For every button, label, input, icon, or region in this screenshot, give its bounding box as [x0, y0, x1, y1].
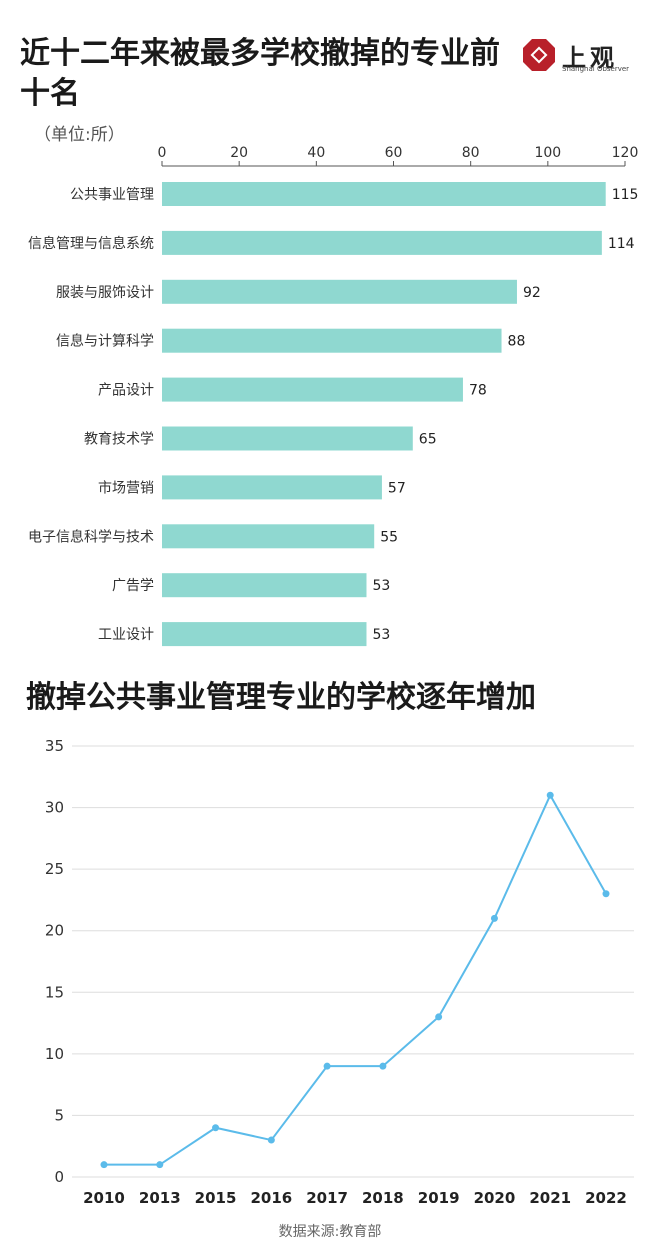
- bar-category-label: 信息与计算科学: [56, 333, 154, 350]
- x-tick-label: 2018: [362, 1189, 404, 1207]
- logo-text-en: Shanghai Observer: [562, 65, 630, 73]
- bar-value-label: 92: [523, 285, 541, 301]
- bar-category-label: 广告学: [112, 578, 154, 594]
- bar-value-label: 53: [372, 578, 390, 594]
- y-tick-label: 5: [54, 1106, 64, 1124]
- y-tick-label: 15: [45, 983, 64, 1001]
- bar: [162, 426, 413, 451]
- data-source: 数据来源:教育部: [278, 1224, 382, 1240]
- bar-category-label: 产品设计: [98, 383, 154, 399]
- data-point: [156, 1161, 164, 1169]
- bar-chart-title: 近十二年来被最多学校撤掉的专业前十名: [20, 36, 500, 111]
- x-tick-label: 20: [230, 145, 248, 161]
- bar-chart-unit: （单位:所）: [34, 125, 125, 145]
- bar: [162, 377, 463, 402]
- x-tick-label: 60: [385, 145, 403, 161]
- x-tick-label: 120: [612, 145, 639, 161]
- x-tick-label: 2010: [83, 1189, 125, 1207]
- bar: [162, 182, 606, 206]
- y-tick-label: 10: [45, 1045, 64, 1063]
- bar-category-label: 信息管理与信息系统: [28, 235, 154, 252]
- bar-value-label: 78: [469, 383, 487, 399]
- data-point: [435, 1013, 443, 1021]
- logo-mark-icon: [523, 39, 555, 71]
- x-tick-label: 40: [307, 145, 325, 161]
- bar-value-label: 55: [380, 529, 398, 545]
- x-tick-label: 100: [534, 145, 561, 161]
- x-tick-label: 2015: [195, 1189, 237, 1207]
- bar: [162, 230, 602, 255]
- x-tick-label: 2022: [585, 1189, 627, 1207]
- bar-category-label: 服装与服饰设计: [56, 285, 154, 301]
- x-tick-label: 2019: [418, 1189, 460, 1207]
- data-point: [602, 890, 610, 898]
- bar-value-label: 53: [372, 627, 390, 643]
- x-tick-label: 2016: [250, 1189, 292, 1207]
- bar-category-label: 工业设计: [98, 627, 154, 643]
- x-tick-label: 80: [462, 145, 480, 161]
- bar-value-label: 65: [419, 432, 437, 448]
- bar: [162, 524, 375, 549]
- data-point: [379, 1062, 387, 1070]
- bar-category-label: 电子信息科学与技术: [28, 528, 154, 545]
- bar-value-label: 114: [608, 236, 635, 252]
- bar-value-label: 115: [612, 187, 639, 203]
- x-tick-label: 2021: [529, 1189, 571, 1207]
- bar-value-label: 57: [388, 480, 406, 496]
- y-tick-label: 0: [54, 1168, 64, 1186]
- data-point: [323, 1062, 331, 1070]
- x-tick-label: 2013: [139, 1189, 181, 1207]
- bar: [162, 328, 502, 353]
- brand-logo: 上观 Shanghai Observer: [522, 38, 632, 78]
- bar: [162, 279, 517, 304]
- bar-category-label: 公共事业管理: [70, 187, 154, 203]
- logo-text-cn: 上观: [562, 43, 618, 72]
- y-tick-label: 35: [45, 737, 64, 755]
- bar-value-label: 88: [508, 334, 526, 350]
- x-tick-label: 2020: [474, 1189, 516, 1207]
- line-chart-title: 撤掉公共事业管理专业的学校逐年增加: [26, 680, 536, 715]
- y-tick-label: 30: [45, 799, 64, 817]
- data-point: [100, 1161, 108, 1169]
- bar-category-label: 市场营销: [98, 479, 154, 496]
- data-point: [490, 914, 498, 922]
- y-tick-label: 25: [45, 860, 64, 878]
- bar: [162, 573, 367, 598]
- bar: [162, 475, 382, 500]
- data-point: [267, 1136, 275, 1144]
- data-point: [212, 1124, 220, 1132]
- series-line: [104, 793, 607, 1166]
- y-tick-label: 20: [45, 922, 64, 940]
- data-point: [546, 791, 554, 799]
- x-tick-label: 2017: [306, 1189, 348, 1207]
- bar: [162, 622, 367, 647]
- bar-chart: 0 20 40 60 80 100 120 公共事业管理 115 信息管理与信息系统 114 服装与服…: [28, 145, 639, 647]
- x-tick-label: 0: [158, 145, 167, 161]
- bar-category-label: 教育技术学: [84, 432, 154, 448]
